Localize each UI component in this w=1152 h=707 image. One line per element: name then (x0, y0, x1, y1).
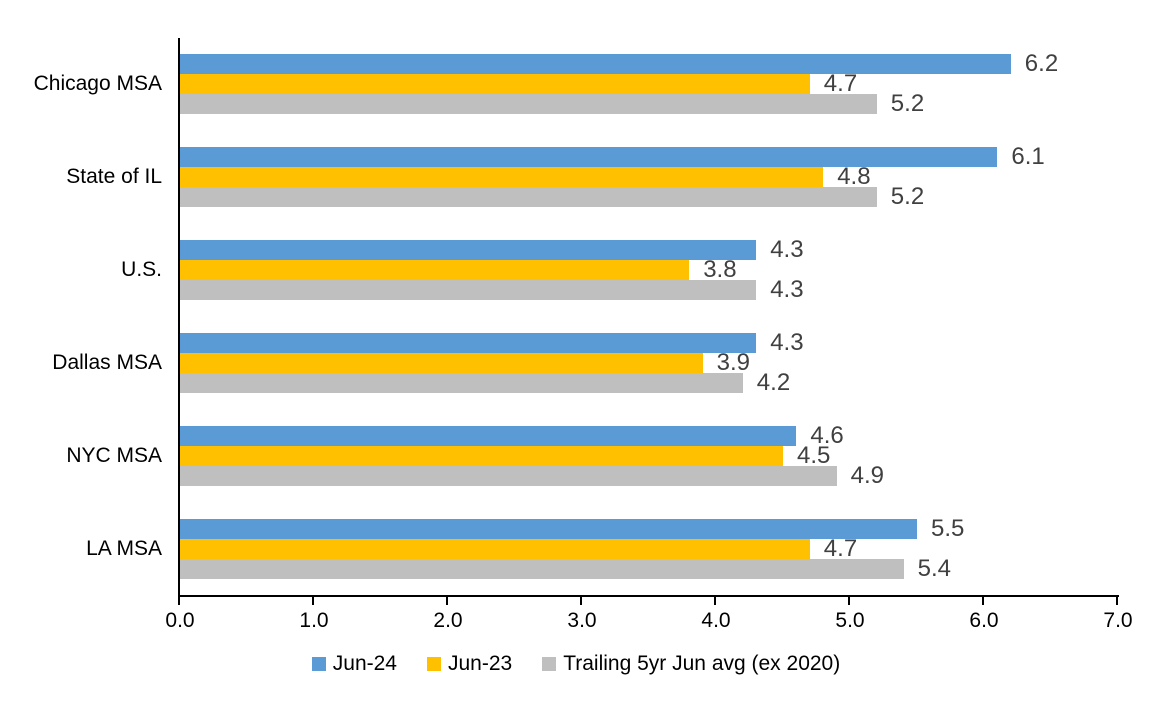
x-axis-tick-5-0 (848, 595, 850, 605)
bar-jun-23-state-of-il (180, 167, 824, 188)
legend: Jun-24 Jun-23 Trailing 5yr Jun avg (ex 202… (0, 652, 1152, 676)
data-label-jun-23-state-of-il: 4.8 (837, 163, 871, 191)
data-label-jun-23-la-msa: 4.7 (823, 534, 858, 562)
x-axis-tick-7-0 (1116, 595, 1118, 605)
legend-item-jun-23: Jun-23 (426, 652, 513, 676)
x-axis-tick-label-2-0: 2.0 (433, 609, 463, 632)
bar-jun-24-u-s (180, 240, 757, 261)
bar-jun-23-nyc-msa (180, 445, 783, 466)
x-axis-tick-label-5-0: 5.0 (835, 609, 865, 632)
x-axis-tick-3-0 (580, 595, 582, 605)
x-axis-tick-label-7-0: 7.0 (1103, 609, 1133, 632)
bar-trailing-5yr-jun-avg-ex-2020-u-s (180, 280, 757, 301)
data-label-trailing-5yr-jun-avg-ex-2020-u-s: 4.3 (770, 276, 804, 304)
bar-jun-24-chicago-msa (180, 54, 1011, 75)
category-label-u-s: U.S. (121, 258, 162, 282)
bar-jun-23-la-msa (180, 538, 810, 559)
bar-trailing-5yr-jun-avg-ex-2020-chicago-msa (180, 94, 877, 115)
x-axis-tick-label-1-0: 1.0 (299, 609, 329, 632)
legend-swatch-jun-24 (311, 657, 326, 671)
bar-trailing-5yr-jun-avg-ex-2020-nyc-msa (180, 465, 837, 486)
y-axis-line (178, 38, 180, 597)
x-axis-tick-label-0-0: 0.0 (165, 609, 195, 632)
x-axis-tick-label-3-0: 3.0 (567, 609, 597, 632)
x-axis-tick-label-4-0: 4.0 (701, 609, 731, 632)
bar-jun-24-dallas-msa (180, 332, 757, 353)
legend-item-trailing-5yr-jun-avg-ex-2020: Trailing 5yr Jun avg (ex 2020) (542, 652, 840, 676)
bar-jun-23-dallas-msa (180, 352, 703, 373)
data-label-jun-23-dallas-msa: 3.9 (716, 348, 750, 376)
data-label-jun-24-chicago-msa: 6.2 (1024, 50, 1059, 78)
data-label-trailing-5yr-jun-avg-ex-2020-la-msa: 5.4 (917, 554, 951, 582)
bar-trailing-5yr-jun-avg-ex-2020-la-msa (180, 558, 904, 579)
data-label-trailing-5yr-jun-avg-ex-2020-nyc-msa: 4.9 (850, 461, 884, 489)
category-label-la-msa: LA MSA (86, 536, 162, 560)
data-label-jun-24-dallas-msa: 4.3 (770, 328, 804, 356)
x-axis-tick-label-6-0: 6.0 (969, 609, 999, 632)
x-axis-tick-4-0 (714, 595, 716, 605)
x-axis-line (178, 595, 1119, 597)
data-label-jun-23-nyc-msa: 4.5 (797, 441, 831, 469)
bar-jun-24-la-msa (180, 518, 917, 539)
category-label-dallas-msa: Dallas MSA (52, 350, 162, 374)
x-axis-tick-6-0 (982, 595, 984, 605)
bar-jun-23-u-s (180, 260, 690, 281)
bar-jun-23-chicago-msa (180, 74, 810, 95)
legend-swatch-trailing-5yr-jun-avg-ex-2020 (542, 657, 557, 671)
bar-jun-24-state-of-il (180, 147, 998, 168)
category-label-state-of-il: State of IL (66, 165, 162, 189)
bar-trailing-5yr-jun-avg-ex-2020-state-of-il (180, 187, 877, 208)
category-label-chicago-msa: Chicago MSA (33, 72, 162, 96)
legend-swatch-jun-23 (426, 657, 441, 671)
bar-trailing-5yr-jun-avg-ex-2020-dallas-msa (180, 372, 743, 393)
data-label-jun-23-u-s: 3.8 (703, 256, 737, 284)
data-label-jun-24-u-s: 4.3 (770, 236, 804, 264)
legend-label-trailing-5yr-jun-avg-ex-2020: Trailing 5yr Jun avg (ex 2020) (563, 652, 841, 675)
data-label-trailing-5yr-jun-avg-ex-2020-chicago-msa: 5.2 (890, 90, 925, 118)
x-axis-tick-2-0 (446, 595, 448, 605)
data-label-trailing-5yr-jun-avg-ex-2020-dallas-msa: 4.2 (756, 368, 791, 396)
category-label-nyc-msa: NYC MSA (66, 443, 162, 467)
x-axis-tick-0-0 (178, 595, 180, 605)
legend-label-jun-24: Jun-24 (332, 652, 397, 675)
data-label-jun-24-state-of-il: 6.1 (1011, 143, 1045, 171)
x-axis-tick-1-0 (312, 595, 314, 605)
bar-jun-24-nyc-msa (180, 425, 797, 446)
data-label-trailing-5yr-jun-avg-ex-2020-state-of-il: 5.2 (890, 183, 925, 211)
data-label-jun-24-la-msa: 5.5 (931, 514, 965, 542)
legend-label-jun-23: Jun-23 (447, 652, 513, 675)
data-label-jun-23-chicago-msa: 4.7 (823, 70, 858, 98)
data-label-jun-24-nyc-msa: 4.6 (810, 421, 844, 449)
legend-item-jun-24: Jun-24 (311, 652, 397, 676)
